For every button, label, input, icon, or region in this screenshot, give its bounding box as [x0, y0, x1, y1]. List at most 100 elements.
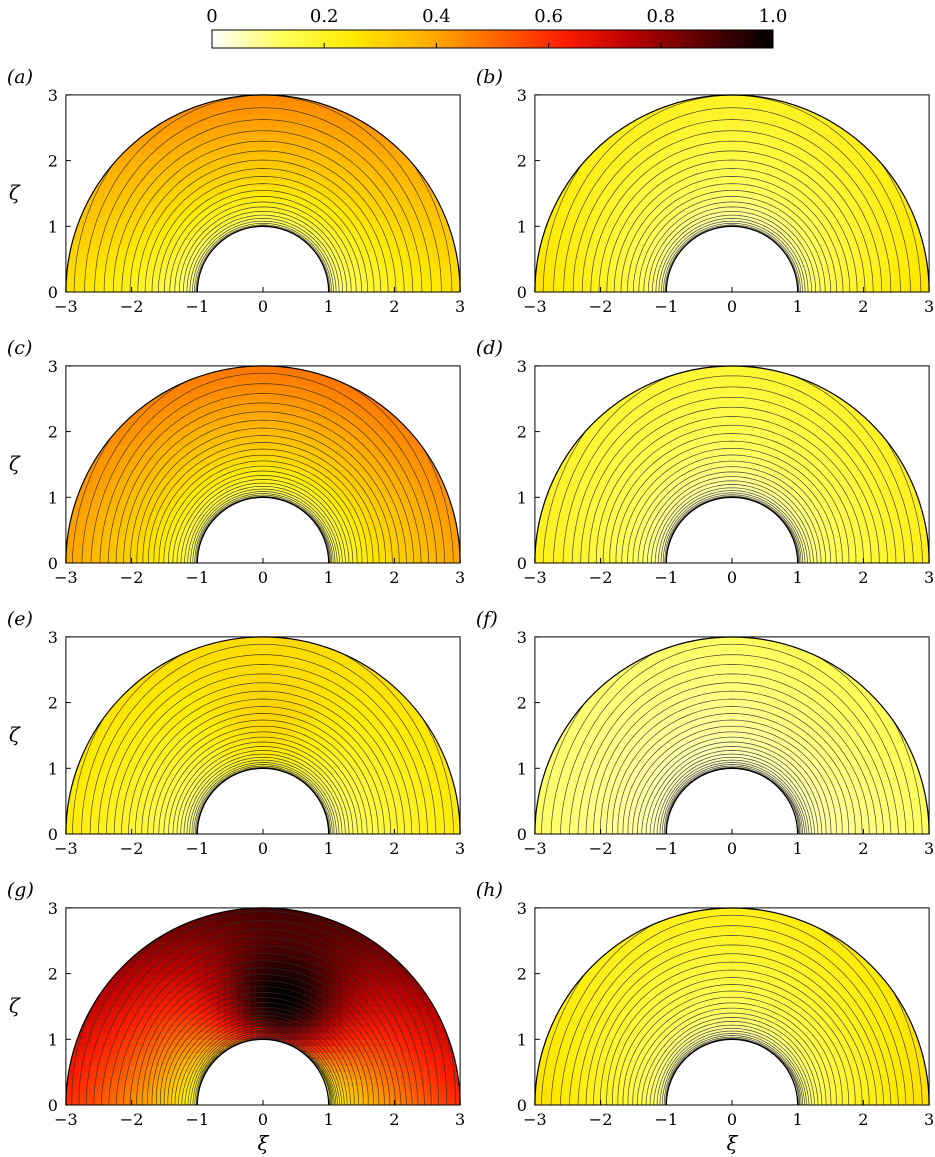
x-tick-label: −2: [120, 297, 144, 316]
x-tick-label: −1: [186, 1110, 210, 1129]
colorbar-gradient: [211, 29, 774, 49]
contour-line: [627, 725, 837, 834]
contour-line: [85, 910, 439, 1106]
x-tick-label: −3: [523, 839, 547, 858]
x-tick-label: −1: [655, 839, 679, 858]
contour-line: [112, 130, 414, 292]
x-tick-label: 1: [793, 297, 803, 316]
contour-line: [169, 196, 357, 292]
colorbar: 0 0.2 0.4 0.6 0.8 1.0: [206, 6, 788, 49]
contour-line: [158, 454, 368, 563]
contour-line: [542, 94, 922, 292]
x-tick-label: 3: [924, 1110, 934, 1129]
contour-line: [595, 416, 872, 563]
contour-line: [627, 183, 837, 292]
x-tick-label: −2: [120, 839, 144, 858]
inner-boundary: [196, 496, 330, 564]
contour-line: [190, 1030, 339, 1106]
contour-line: [541, 907, 923, 1105]
contour-line: [72, 636, 454, 834]
x-tick-label: 3: [455, 1110, 465, 1129]
contour-line: [612, 706, 856, 834]
contour-line: [148, 442, 380, 563]
contour-line: [113, 673, 413, 834]
y-tick-label: 2: [48, 152, 58, 171]
contour-line: [666, 1037, 801, 1105]
y-tick-label: 0: [48, 283, 58, 302]
contour-line: [617, 984, 849, 1105]
x-tick-label: −1: [186, 839, 210, 858]
contour-line: [581, 130, 883, 292]
y-tick-label: 3: [517, 899, 527, 918]
contour-line: [617, 713, 849, 834]
contour-line: [98, 654, 428, 834]
panel-label: (h): [476, 879, 503, 901]
contour-line: [655, 214, 809, 292]
contour-lines: [541, 636, 923, 834]
contour-line: [664, 494, 802, 563]
contour-line: [661, 1033, 805, 1105]
contour-line: [196, 495, 331, 563]
y-tick-label: 1: [517, 488, 527, 507]
x-tick-label: −2: [120, 568, 144, 587]
contour-line: [186, 214, 340, 292]
x-tick-label: −2: [589, 568, 613, 587]
contour-line: [190, 488, 338, 563]
inner-boundary: [665, 496, 799, 564]
x-tick-label: −1: [655, 568, 679, 587]
contour-line: [171, 1011, 355, 1106]
x-tick-label: −3: [523, 297, 547, 316]
y-tick-label: 1: [517, 759, 527, 778]
contour-line: [559, 914, 907, 1105]
contour-line: [632, 731, 832, 834]
x-tick-label: 0: [727, 1110, 737, 1129]
contour-line: [599, 961, 870, 1105]
x-tick-label: −2: [120, 1110, 144, 1129]
contour-lines: [542, 365, 923, 563]
contour-line: [155, 991, 374, 1106]
contour-line: [123, 411, 407, 563]
x-tick-label: 3: [924, 568, 934, 587]
contour-line: [646, 476, 818, 563]
x-tick-label: 0: [258, 568, 268, 587]
colorbar-tick-label: 1.0: [759, 6, 788, 27]
contour-line: [167, 1006, 359, 1106]
contour-line: [612, 977, 856, 1105]
inner-boundary: [665, 225, 799, 293]
contour-line: [172, 741, 354, 834]
panel-label: (a): [7, 66, 33, 88]
contour-line: [632, 460, 832, 563]
contour-lines: [72, 365, 454, 563]
panel: −3 −2 −1 0 1 2 3 0 1 2 3 (b): [476, 66, 934, 316]
y-tick-label: 1: [48, 488, 58, 507]
contour-line: [638, 196, 826, 292]
contour-line: [662, 492, 804, 563]
contour-line: [664, 224, 800, 292]
contour-line: [136, 427, 393, 563]
panel: −3 −2 −1 0 1 2 3 0 1 2 3 (f): [476, 608, 934, 858]
colorbar-tick-label: 0.8: [646, 6, 675, 27]
contour-line: [195, 494, 333, 563]
panel: −3 −2 −1 0 1 2 3 0 1 2 3 (a) ζ: [7, 66, 465, 316]
x-axis-label: ξ: [726, 1131, 738, 1155]
panel-label: (f): [476, 608, 498, 630]
contour-line: [642, 471, 822, 563]
contour-line: [577, 664, 892, 834]
contour-line: [174, 201, 352, 292]
contour-line: [106, 664, 420, 834]
y-tick-label: 3: [48, 357, 58, 376]
contour-line: [615, 440, 850, 563]
x-tick-label: 1: [793, 839, 803, 858]
x-tick-label: 1: [324, 1110, 334, 1129]
x-tick-label: 2: [389, 839, 399, 858]
contour-line: [163, 460, 363, 563]
panel-label: (g): [7, 879, 34, 901]
contour-line: [580, 396, 888, 563]
contour-line: [163, 731, 363, 834]
colorbar-tick-label: 0: [206, 6, 217, 27]
y-tick-label: 1: [48, 217, 58, 236]
y-tick-label: 3: [48, 899, 58, 918]
x-tick-label: −2: [589, 297, 613, 316]
